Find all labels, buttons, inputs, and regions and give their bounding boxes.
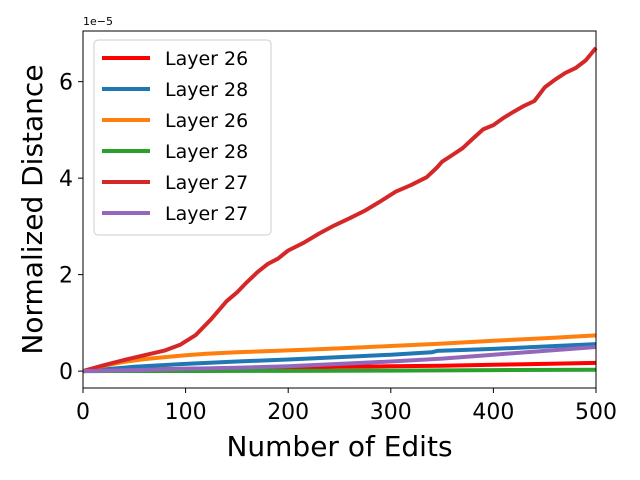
legend-label-5: Layer 27: [165, 172, 248, 194]
plot-frame: [82, 30, 597, 389]
y-tick-label: 4: [59, 167, 73, 192]
legend-label-1: Layer 26: [165, 48, 248, 70]
series-line-5: [82, 46, 598, 374]
x-axis-title: Number of Edits: [226, 430, 452, 463]
y-offset-label: 1e−5: [83, 15, 113, 28]
legend-label-2: Layer 28: [165, 79, 248, 101]
x-tick-label: 400: [472, 400, 514, 425]
legend-label-3: Layer 26: [165, 110, 248, 132]
legend-label-6: Layer 27: [165, 203, 248, 225]
x-tick-label: 0: [76, 400, 90, 425]
series-line-2: [82, 342, 597, 374]
y-tick-label: 0: [59, 360, 73, 385]
series-line-3: [82, 333, 597, 374]
series-line-6: [82, 345, 597, 374]
legend: Layer 26 Layer 28 Layer 26 Layer 28 Layer 27…: [93, 39, 272, 236]
x-tick-label: 300: [370, 400, 412, 425]
y-tick-label: 6: [59, 71, 73, 96]
legend-label-4: Layer 28: [165, 141, 248, 163]
y-tick-label: 2: [59, 264, 73, 289]
y-axis: 0 2 4 6: [59, 71, 83, 385]
y-axis-title: Normalized Distance: [16, 64, 49, 354]
x-tick-label: 100: [165, 400, 207, 425]
plot-lines: [82, 46, 598, 374]
x-tick-label: 200: [267, 400, 309, 425]
x-tick-label: 500: [575, 400, 617, 425]
x-axis: 0 100 200 300 400 500: [76, 388, 617, 425]
